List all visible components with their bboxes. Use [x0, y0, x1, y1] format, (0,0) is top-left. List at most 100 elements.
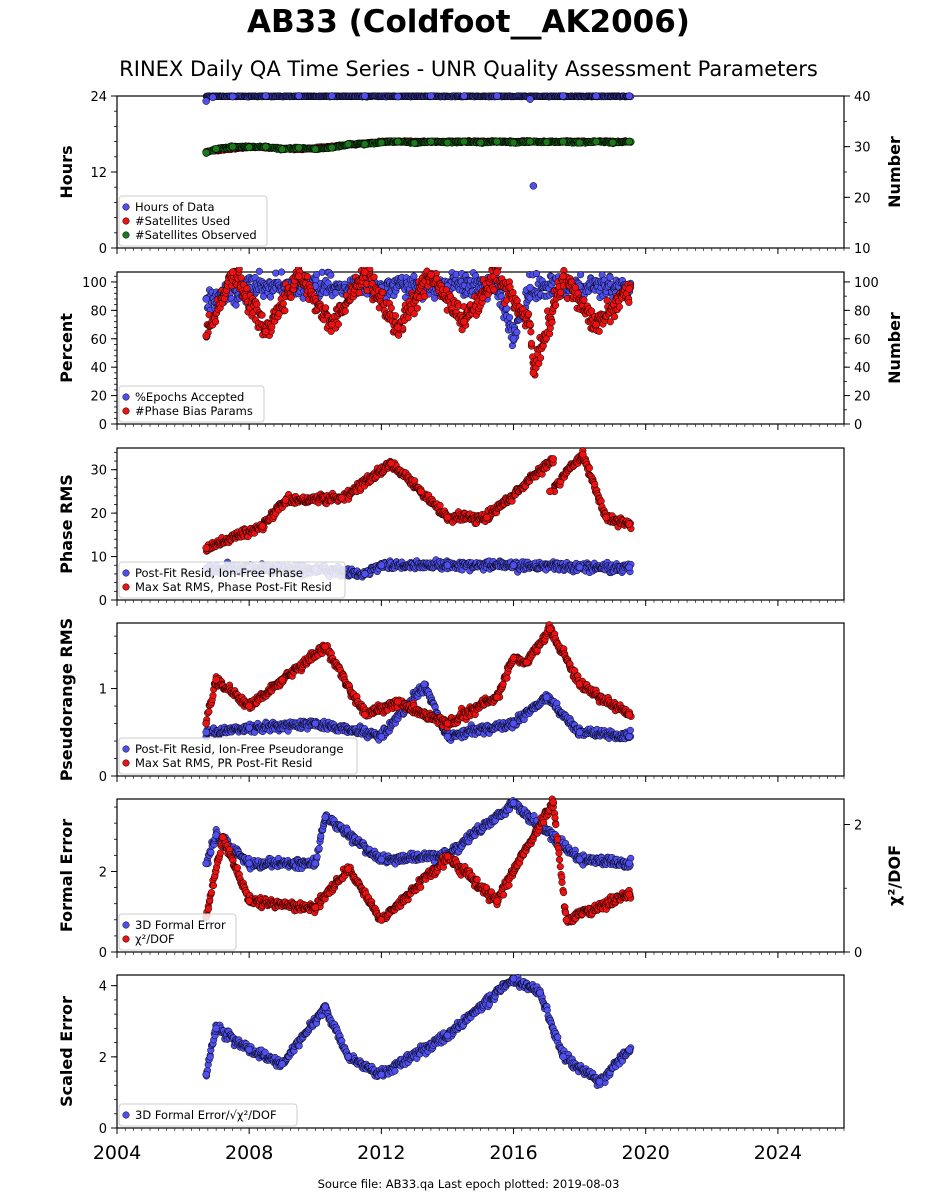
y-tick-label: 20 [90, 390, 107, 405]
legend-marker [122, 217, 130, 225]
series-1 [202, 447, 635, 555]
data-point [513, 297, 521, 305]
data-point [322, 304, 330, 312]
y-tick-label: 0 [99, 242, 107, 257]
data-point [328, 320, 336, 329]
data-point [427, 137, 435, 146]
figure-title: AB33 (Coldfoot__AK2006) [247, 4, 690, 40]
data-point [592, 92, 600, 100]
y-right-tick-label: 0 [854, 418, 862, 433]
data-point [387, 304, 395, 312]
y-axis-label: Percent [57, 313, 76, 383]
data-point [259, 292, 268, 300]
data-point [311, 145, 320, 153]
data-point [287, 293, 295, 301]
data-point [625, 137, 633, 146]
data-point [413, 304, 421, 312]
data-layer [202, 447, 635, 581]
data-point [577, 271, 585, 279]
figure-subtitle: RINEX Daily QA Time Series - UNR Quality… [119, 57, 818, 81]
data-point [377, 561, 386, 570]
data-layer [202, 92, 635, 190]
data-point [410, 272, 418, 280]
data-point [427, 92, 435, 100]
data-point [212, 144, 220, 153]
legend-box [118, 385, 265, 423]
data-point [295, 92, 303, 100]
data-point [232, 301, 240, 309]
data-point [559, 137, 567, 146]
data-point [410, 139, 419, 147]
data-point [377, 138, 386, 147]
data-point [427, 271, 435, 279]
data-point [344, 140, 353, 148]
y-right-tick-label: 80 [854, 304, 871, 319]
data-point [526, 137, 534, 146]
data-point [625, 298, 633, 306]
data-point [431, 294, 439, 302]
y-tick-label: 24 [90, 90, 107, 105]
data-point [295, 272, 303, 281]
y-tick-label: 30 [90, 464, 107, 479]
data-point [228, 92, 237, 101]
data-point [328, 143, 336, 152]
data-point [615, 303, 623, 311]
data-point [394, 92, 402, 101]
data-point [394, 137, 402, 146]
legend-entry: #Phase Bias Params [135, 404, 253, 418]
data-point [327, 271, 335, 279]
data-point [509, 335, 518, 343]
data-point [460, 317, 468, 326]
data-point [493, 268, 501, 276]
data-point [253, 300, 261, 308]
data-point [258, 311, 266, 319]
data-point [509, 288, 517, 297]
data-point [255, 267, 263, 275]
data-point [506, 313, 514, 321]
y-axis-label: Hours [57, 145, 76, 198]
figure-footer: Source file: AB33.qa Last epoch plotted:… [317, 1177, 620, 1191]
data-point [361, 268, 369, 276]
data-point [611, 313, 619, 321]
data-point [228, 142, 237, 151]
data-point [493, 92, 501, 100]
data-point [588, 307, 596, 315]
data-point [391, 312, 400, 320]
y-tick-label: 60 [90, 333, 107, 348]
data-point [394, 323, 402, 332]
data-point [202, 148, 210, 157]
data-point [529, 182, 538, 190]
y-right-tick-label: 40 [854, 361, 871, 376]
legend-entry: #Satellites Used [135, 214, 230, 228]
data-point [606, 273, 614, 281]
data-point [537, 354, 545, 362]
data-layer [202, 267, 635, 379]
data-point [625, 563, 633, 572]
data-point [361, 92, 369, 100]
data-point [552, 301, 560, 309]
data-point [574, 289, 582, 297]
y-tick-label: 0 [99, 418, 107, 433]
data-point [410, 310, 418, 318]
data-point [266, 293, 275, 301]
legend-marker [122, 231, 130, 239]
data-point [603, 296, 611, 305]
data-point [506, 283, 514, 291]
data-point [443, 561, 452, 570]
data-point [281, 307, 289, 315]
data-point [421, 292, 429, 301]
data-point [228, 268, 237, 276]
data-point [559, 272, 567, 281]
y-tick-label: 20 [90, 507, 107, 522]
data-point [212, 318, 220, 326]
data-point [476, 138, 485, 147]
data-point [355, 289, 363, 297]
legend-entry: #Satellites Observed [135, 228, 257, 242]
series-2 [202, 137, 635, 157]
data-point [272, 269, 280, 277]
data-point [548, 318, 556, 326]
data-point [243, 284, 251, 293]
data-point [513, 328, 521, 336]
